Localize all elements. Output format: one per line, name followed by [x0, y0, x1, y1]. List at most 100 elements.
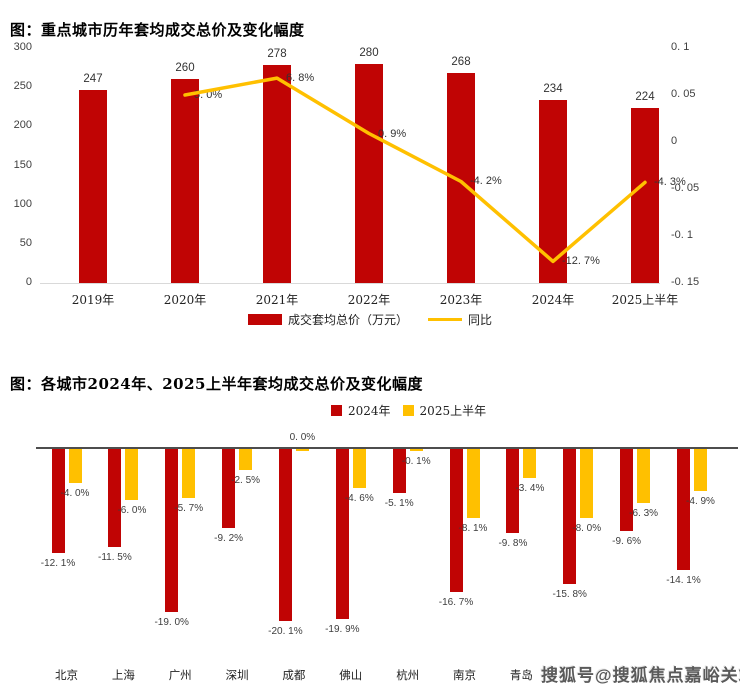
y-axis-tick: 200	[13, 119, 32, 132]
bar-2025h1-label: 0. 0%	[289, 432, 316, 443]
bar-2025h1	[466, 449, 480, 519]
bar-2025h1-label: -0. 1%	[401, 456, 431, 467]
bar-2024-label: -12. 1%	[40, 557, 76, 569]
bar-2024-label: -5. 1%	[384, 497, 414, 509]
x-axis-label: 2024年	[531, 293, 575, 307]
line-point-label: 0. 9%	[378, 127, 407, 140]
bar-2024	[108, 449, 122, 548]
y-axis-tick: 150	[13, 158, 32, 171]
bar-2024-label: -9. 6%	[612, 536, 642, 548]
chart-top-legend: 成交套均总价（万元） 同比	[0, 311, 740, 328]
legend-2025-label: 2025上半年	[419, 404, 487, 418]
price-bar	[631, 107, 659, 283]
yoy-line	[183, 76, 647, 264]
bar-2025h1	[352, 449, 366, 489]
legend-2025-swatch	[402, 405, 414, 416]
bar-2025h1	[523, 449, 537, 479]
bar-2025h1	[295, 449, 309, 451]
city-label: 成都	[282, 668, 306, 682]
bar-value-label: 278	[267, 48, 287, 61]
bar-2025h1	[68, 449, 82, 484]
bar-2024-label: -15. 8%	[552, 589, 587, 601]
bar-2025h1	[637, 449, 651, 503]
bar-2025h1	[125, 449, 139, 501]
x-axis-label: 2025上半年	[611, 293, 679, 307]
bar-2025h1-label: -2. 5%	[231, 475, 261, 487]
city-label: 南京	[453, 668, 476, 682]
chart-bottom-title: 图：各城市2024年、2025上半年套均成交总价及变化幅度	[10, 375, 423, 394]
city-label: 北京	[55, 668, 78, 682]
watermark: 搜狐号@搜狐焦点嘉峪关站	[541, 666, 740, 685]
x-axis-label: 2021年	[255, 293, 299, 307]
city-label: 上海	[111, 668, 135, 682]
chart-top-baseline	[40, 283, 660, 284]
y2-axis-tick: 0. 05	[671, 88, 696, 100]
chart-top-title: 图：重点城市历年套均成交总价及变化幅度	[10, 21, 305, 40]
bar-2025h1-label: -5. 7%	[174, 502, 204, 514]
bar-2025h1-label: -6. 0%	[117, 505, 147, 517]
bar-2024-label: -19. 9%	[325, 624, 360, 636]
chart-bottom-legend: 2024年 2025上半年	[331, 402, 486, 419]
y2-axis-tick: -0. 15	[671, 276, 700, 288]
bar-2024-label: -19. 0%	[154, 616, 189, 628]
price-bar	[79, 89, 107, 283]
bar-2025h1-label: -8. 0%	[572, 522, 602, 534]
y-axis-tick: 100	[13, 197, 32, 210]
bar-2024	[165, 449, 179, 612]
legend-2024-swatch	[331, 405, 342, 416]
bar-2024	[335, 449, 349, 620]
bar-2024-label: -14. 1%	[666, 574, 701, 586]
y2-axis-tick: -0. 05	[671, 182, 700, 194]
x-axis-label: 2020年	[163, 293, 207, 307]
x-axis-label: 2022年	[347, 293, 391, 307]
bar-2025h1	[694, 449, 707, 491]
bar-2024	[392, 449, 406, 493]
line-point-label: -4. 2%	[470, 175, 502, 188]
bar-2025h1	[409, 449, 423, 451]
bar-2025h1	[239, 449, 253, 471]
bar-2024	[278, 449, 292, 622]
city-label: 深圳	[225, 668, 249, 682]
bar-2024-label: -16. 7%	[438, 597, 474, 608]
y-axis-tick: 300	[13, 41, 32, 53]
chart-bottom-axis-line	[36, 447, 738, 449]
city-label: 佛山	[339, 668, 363, 682]
bar-value-label: 268	[451, 56, 471, 69]
bar-2025h1-label: -4. 9%	[686, 495, 715, 507]
bar-2025h1-label: -6. 3%	[629, 507, 659, 519]
y2-axis-tick: -0. 1	[671, 229, 694, 241]
bar-value-label: 280	[359, 46, 379, 59]
legend-line-swatch	[428, 317, 462, 322]
x-axis-label: 2023年	[439, 293, 483, 307]
y2-axis-tick: 0	[671, 135, 678, 147]
bar-2025h1-label: -8. 1%	[458, 523, 488, 535]
y2-axis-tick: 0. 1	[671, 41, 690, 53]
y-axis-tick: 0	[25, 276, 32, 288]
bar-2025h1-label: -3. 4%	[515, 483, 545, 495]
bar-2025h1-label: -4. 6%	[344, 493, 374, 505]
yoy-polyline	[183, 76, 647, 264]
legend-line-label: 同比	[468, 313, 493, 327]
x-axis-label: 2019年	[71, 293, 115, 307]
line-point-label: 6. 8%	[286, 72, 315, 85]
bar-value-label: 260	[175, 62, 195, 75]
bar-2025h1	[182, 449, 196, 498]
bar-value-label: 234	[543, 82, 563, 95]
legend-bar-label: 成交套均总价（万元）	[287, 313, 408, 327]
legend-2024-label: 2024年	[348, 404, 391, 418]
bar-value-label: 224	[635, 90, 655, 103]
bar-2024	[51, 449, 65, 553]
bar-2024-label: -11. 5%	[98, 552, 132, 564]
bar-2025h1	[580, 449, 594, 518]
bar-2024	[449, 449, 463, 592]
y-axis-tick: 250	[13, 80, 32, 93]
bar-2024	[506, 449, 520, 533]
bar-2024	[222, 449, 236, 528]
price-bar	[263, 65, 291, 283]
bar-2024	[677, 449, 690, 570]
bar-2024	[620, 449, 634, 532]
bar-2024-label: -20. 1%	[268, 626, 303, 638]
city-label: 杭州	[396, 668, 420, 682]
line-point-label: -12. 7%	[562, 255, 600, 268]
